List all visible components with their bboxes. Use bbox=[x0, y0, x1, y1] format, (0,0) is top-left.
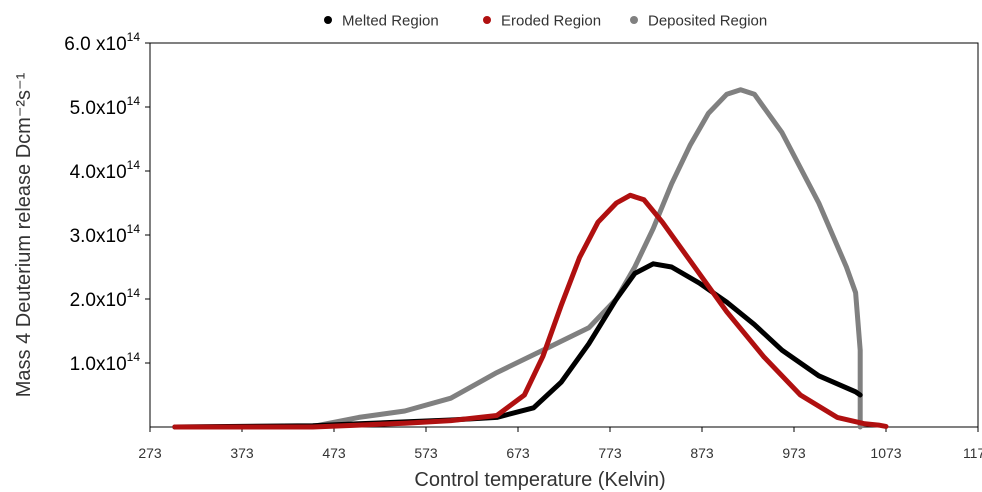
y-tick-base: x10 bbox=[96, 226, 127, 247]
y-tick-base: x10 bbox=[96, 34, 127, 55]
x-tick-label: 873 bbox=[690, 445, 714, 461]
y-axis-title: Mass 4 Deuterium release Dcm⁻²s⁻¹ bbox=[13, 72, 35, 397]
x-tick-label: 373 bbox=[230, 445, 254, 461]
y-tick-exponent: 14 bbox=[127, 350, 141, 364]
x-tick-label: 673 bbox=[506, 445, 530, 461]
series-line-2 bbox=[172, 87, 863, 430]
y-tick-exponent: 14 bbox=[127, 158, 141, 172]
y-tick-base: x10 bbox=[96, 162, 127, 183]
y-tick-label: 5.0x1014 bbox=[70, 94, 141, 119]
y-tick-mantissa: 4.0 bbox=[70, 162, 96, 183]
y-tick-label: 2.0x1014 bbox=[70, 286, 141, 311]
legend-marker bbox=[483, 16, 491, 24]
y-tick-exponent: 14 bbox=[127, 30, 141, 44]
x-tick-label: 273 bbox=[138, 445, 162, 461]
legend: Melted Region Eroded Region Deposited Regi… bbox=[324, 13, 767, 30]
y-tick-mantissa: 1.0 bbox=[70, 354, 96, 375]
x-axis-ticks: 273 373 473 573 673 773 873 973 1073 1173 bbox=[138, 427, 982, 461]
x-tick-label: 1173 bbox=[963, 445, 982, 461]
x-tick-label: 473 bbox=[322, 445, 346, 461]
y-tick-mantissa: 5.0 bbox=[70, 98, 96, 119]
x-tick-label: 1073 bbox=[870, 445, 901, 461]
y-tick-label: 3.0x1014 bbox=[70, 222, 141, 247]
legend-marker bbox=[324, 16, 332, 24]
plot-area bbox=[149, 42, 979, 428]
series-line-1 bbox=[172, 192, 889, 430]
y-tick-label: 4.0x1014 bbox=[70, 158, 141, 183]
y-tick-exponent: 14 bbox=[127, 94, 141, 108]
y-tick-exponent: 14 bbox=[127, 286, 141, 300]
legend-label: Melted Region bbox=[342, 13, 439, 30]
y-tick-base: x10 bbox=[96, 98, 127, 119]
y-tick-mantissa: 2.0 bbox=[70, 290, 96, 311]
series-layer bbox=[172, 87, 889, 430]
y-tick-base: x10 bbox=[96, 290, 127, 311]
y-tick-label: 1.0x1014 bbox=[70, 350, 141, 375]
x-tick-label: 773 bbox=[598, 445, 622, 461]
legend-marker bbox=[630, 16, 638, 24]
y-axis-ticks: 1.0x10142.0x10143.0x10144.0x10145.0x1014… bbox=[64, 30, 150, 375]
x-axis-title: Control temperature (Kelvin) bbox=[414, 469, 665, 491]
y-tick-label: 6.0 x1014 bbox=[64, 30, 140, 55]
y-tick-mantissa: 3.0 bbox=[70, 226, 96, 247]
x-tick-label: 973 bbox=[782, 445, 806, 461]
y-tick-base: x10 bbox=[96, 354, 127, 375]
y-tick-mantissa: 6.0 bbox=[64, 34, 96, 55]
legend-label: Eroded Region bbox=[501, 13, 601, 30]
x-tick-label: 573 bbox=[414, 445, 438, 461]
legend-label: Deposited Region bbox=[648, 13, 767, 30]
y-tick-exponent: 14 bbox=[127, 222, 141, 236]
